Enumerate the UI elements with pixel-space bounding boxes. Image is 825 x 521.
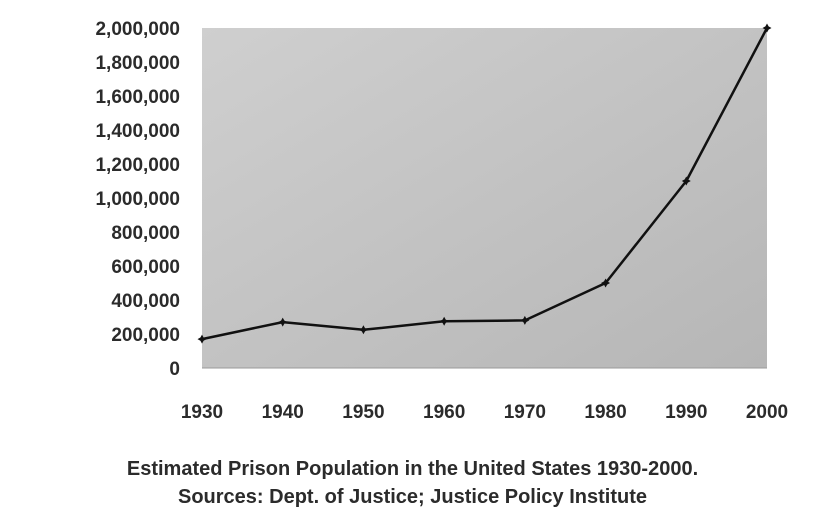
y-tick-label: 1,600,000 xyxy=(95,87,180,108)
data-point xyxy=(439,316,449,326)
y-tick-label: 1,000,000 xyxy=(95,189,180,210)
data-point xyxy=(601,278,611,288)
plot-area xyxy=(202,28,767,368)
y-tick-label: 1,800,000 xyxy=(95,53,180,74)
caption-source: Sources: Dept. of Justice; Justice Polic… xyxy=(177,486,647,508)
x-tick-label: 1930 xyxy=(181,402,223,423)
y-tick-label: 400,000 xyxy=(111,291,180,312)
x-tick-label: 1940 xyxy=(262,402,304,423)
x-tick-label: 1950 xyxy=(342,402,384,423)
data-point xyxy=(520,315,530,325)
x-axis-ticks: 1930 1940 1950 1960 1970 1980 1990 2000 xyxy=(181,402,788,423)
data-point xyxy=(278,317,288,327)
data-point xyxy=(681,176,691,186)
data-point xyxy=(358,325,368,335)
x-tick-label: 2000 xyxy=(746,402,788,423)
x-tick-label: 1970 xyxy=(504,402,546,423)
series-line xyxy=(201,27,769,341)
y-axis-ticks: 0 200,000 400,000 600,000 800,000 1,000,000 1,… xyxy=(95,19,180,380)
data-point xyxy=(197,334,207,344)
y-tick-label: 1,400,000 xyxy=(95,121,180,142)
data-point xyxy=(762,23,772,33)
x-tick-label: 1980 xyxy=(584,402,626,423)
caption-title: Estimated Prison Population in the Unite… xyxy=(126,458,699,480)
y-tick-label: 1,200,000 xyxy=(95,155,180,176)
series-points xyxy=(197,23,772,344)
y-tick-label: 600,000 xyxy=(111,257,180,278)
y-tick-label: 200,000 xyxy=(111,325,180,346)
x-tick-label: 1960 xyxy=(423,402,465,423)
x-tick-label: 1990 xyxy=(665,402,707,423)
y-tick-label: 800,000 xyxy=(111,223,180,244)
y-tick-label: 2,000,000 xyxy=(95,19,180,40)
y-tick-label: 0 xyxy=(169,359,180,380)
